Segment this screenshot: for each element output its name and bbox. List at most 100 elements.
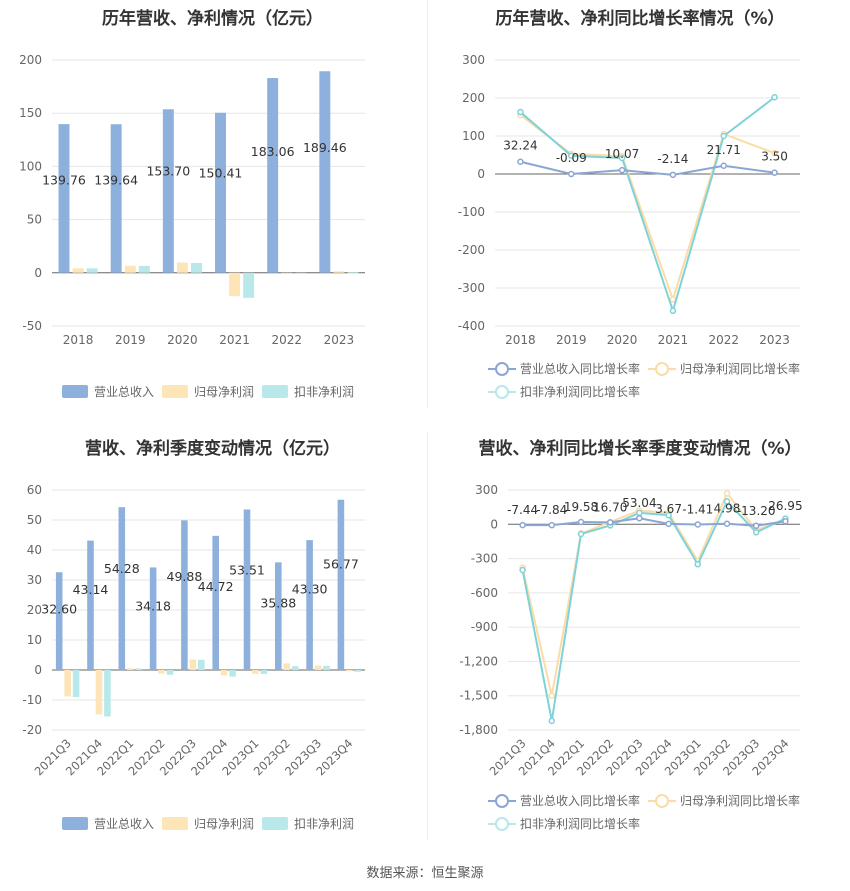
line-point: [577, 530, 585, 538]
line-point: [782, 517, 789, 525]
y-tick-label: -1,200: [459, 654, 498, 668]
bar-deducted: [104, 670, 111, 717]
y-tick-label: -900: [471, 620, 498, 634]
series-line-netprofit: [521, 491, 786, 696]
bar-netprofit: [333, 271, 345, 273]
legend-label: 营业总收入同比增长率: [520, 362, 641, 376]
line-point: [665, 511, 672, 519]
y-tick-label: -400: [458, 319, 485, 333]
line-point: [723, 490, 731, 497]
bar-deducted: [198, 659, 205, 670]
bar-revenue: [337, 499, 345, 670]
data-label: 139.64: [94, 173, 138, 188]
data-label: 189.46: [303, 140, 347, 155]
bar-netprofit: [126, 668, 134, 670]
bar-deducted: [347, 272, 359, 274]
y-tick-label: 300: [462, 53, 485, 67]
bar-netprofit: [189, 659, 197, 670]
bar-netprofit: [176, 262, 188, 273]
bar-revenue: [243, 509, 251, 670]
bar-deducted: [354, 670, 362, 672]
bar-netprofit: [283, 663, 291, 670]
legend-label: 归母净利润同比增长率: [680, 794, 801, 808]
x-tick-label: 2019: [556, 333, 587, 347]
bar-netprofit: [220, 670, 228, 676]
y-tick-label: -1,500: [459, 689, 498, 703]
x-tick-label: 2020: [607, 333, 638, 347]
bar-deducted: [166, 670, 174, 675]
bar-netprofit: [95, 670, 103, 715]
line-point: [771, 93, 778, 101]
bar-netprofit: [124, 265, 136, 273]
line-point: [577, 518, 585, 526]
y-tick-label: -50: [22, 319, 42, 333]
data-label: 26.95: [768, 499, 802, 513]
chart-title: 历年营收、净利同比增长率情况（%）: [495, 9, 785, 29]
quarterly-growth-rate-chart: 营收、净利同比增长率季度变动情况（%） -1,800 -1,500 -1,200 -9…: [430, 430, 850, 850]
bar-netprofit: [252, 670, 259, 674]
legend-label: 营业总收入: [94, 817, 155, 831]
annual-bar-chart-svg: -50 0 50 100 150 200 2018 2019 2020 2021 2022 2023 1…: [19, 53, 365, 347]
legend-label: 扣非净利润同比增长率: [520, 385, 641, 399]
line-point: [694, 561, 702, 568]
data-label: -1.41: [682, 502, 713, 516]
y-tick-label: 200: [462, 91, 485, 105]
x-tick-label: 2020: [167, 333, 198, 347]
line-point: [548, 521, 556, 529]
legend-deducted[interactable]: 扣非净利润: [262, 383, 354, 400]
y-tick-label: -100: [458, 205, 485, 219]
line-point: [694, 521, 702, 528]
line-point: [752, 529, 760, 536]
legend-netprofit[interactable]: 归母净利润: [162, 383, 254, 400]
bar-revenue: [319, 71, 331, 273]
bar-netprofit: [64, 670, 71, 697]
bar-revenue: [87, 540, 94, 670]
bar-deducted: [243, 272, 255, 298]
bar-deducted: [191, 263, 202, 273]
line-point: [519, 566, 526, 574]
data-label: 10.07: [605, 147, 639, 161]
line-point: [720, 162, 727, 170]
x-tick-label: 2021: [658, 333, 689, 347]
line-point: [618, 154, 626, 162]
bar-revenue: [275, 562, 282, 670]
data-label: 43.30: [292, 581, 328, 596]
legend-netprofit-growth[interactable]: 归母净利润同比增长率: [648, 360, 800, 377]
bar-revenue: [58, 124, 70, 273]
legend-label: 归母净利润: [194, 385, 255, 399]
legend-netprofit[interactable]: 归母净利润: [162, 815, 254, 832]
line-point: [517, 158, 524, 165]
legend-deducted[interactable]: 扣非净利润: [262, 815, 354, 832]
legend-revenue-growth[interactable]: 营业总收入同比增长率: [488, 792, 640, 809]
y-tick-label: 40: [27, 543, 42, 557]
quarterly-line-chart-svg: -1,800-1,500-1,200-900-600-30003002021Q3…: [459, 483, 802, 778]
y-tick-label: 10: [27, 633, 42, 647]
legend-deducted-growth[interactable]: 扣非净利润同比增长率: [488, 815, 640, 832]
line-point: [771, 169, 778, 176]
data-label: 32.24: [503, 139, 537, 153]
y-tick-label: 50: [27, 213, 42, 227]
chart-title: 营收、净利季度变动情况（亿元）: [85, 439, 340, 459]
legend-revenue[interactable]: 营业总收入: [62, 383, 154, 400]
bar-deducted: [291, 666, 299, 670]
quarterly-bar-chart-svg: -20-1001020304050602021Q32021Q42022Q1202…: [22, 483, 365, 778]
data-label: 32.60: [41, 601, 77, 616]
line-point: [568, 152, 575, 160]
legend-deducted-growth[interactable]: 扣非净利润同比增长率: [488, 383, 640, 400]
bar-deducted: [229, 670, 236, 677]
data-label: -13.20: [737, 504, 776, 518]
line-point: [548, 717, 556, 725]
x-tick-label: 2023: [759, 333, 790, 347]
legend-revenue[interactable]: 营业总收入: [62, 815, 154, 832]
legend-netprofit-growth[interactable]: 归母净利润同比增长率: [648, 792, 800, 809]
y-tick-label: 200: [19, 53, 42, 67]
chart-title: 营收、净利同比增长率季度变动情况（%）: [478, 439, 802, 459]
bar-netprofit: [346, 670, 353, 672]
line-point: [752, 522, 760, 530]
y-tick-label: 0: [477, 167, 485, 181]
line-point: [669, 307, 677, 315]
legend-revenue-growth[interactable]: 营业总收入同比增长率: [488, 360, 640, 377]
series-line-revenue: [520, 160, 775, 176]
y-tick-label: -300: [458, 281, 485, 295]
bar-revenue: [212, 535, 219, 670]
